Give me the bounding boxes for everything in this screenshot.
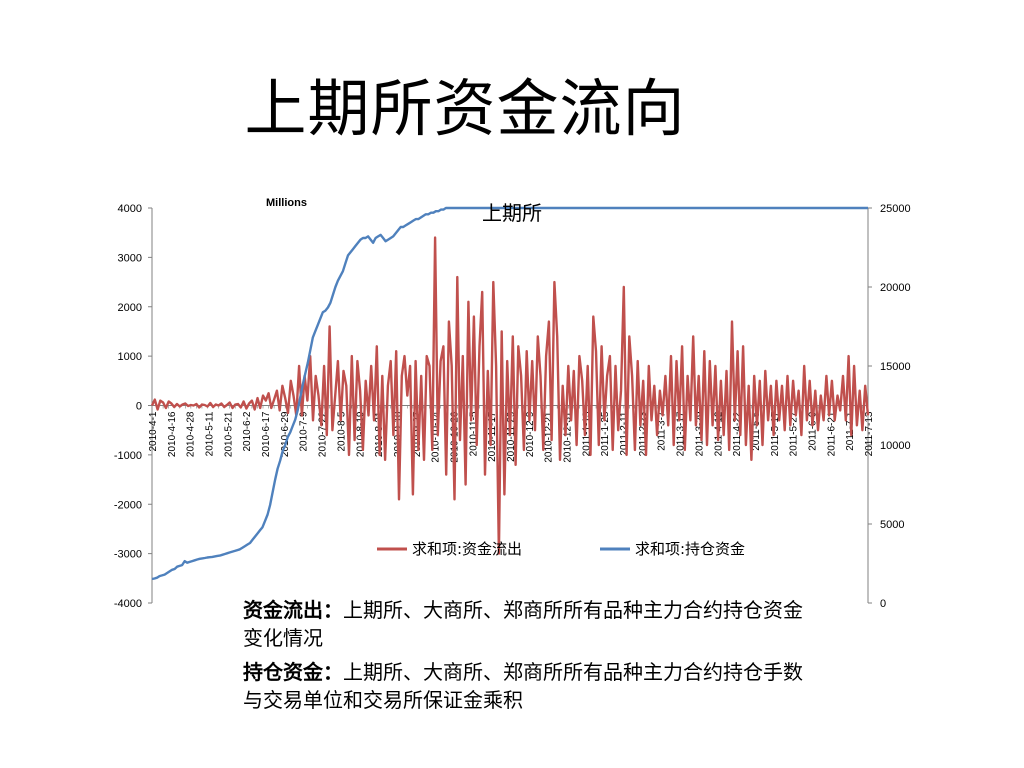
left-tick-label: 1000	[118, 351, 142, 363]
x-tick-label: 2010-4-1	[148, 411, 159, 451]
left-tick-label: 0	[136, 401, 142, 413]
left-tick-label: 2000	[118, 302, 142, 314]
series-line-position-funds	[151, 206, 868, 581]
x-tick-label: 2010-4-28	[186, 411, 197, 457]
x-tick-label: 2011-2-11	[619, 411, 630, 456]
x-tick-label: 2010-12-21	[544, 411, 555, 463]
right-tick-label: 15000	[880, 361, 911, 373]
note-label: 资金流出：	[243, 598, 343, 622]
note-label: 持仓资金：	[243, 660, 343, 684]
x-tick-label: 2010-8-5	[336, 411, 347, 451]
units-label: Millions	[266, 197, 307, 209]
x-tick-label: 2011-1-13	[581, 411, 592, 456]
x-tick-label: 2011-1-25	[600, 411, 611, 456]
x-tick-label: 2010-4-16	[167, 411, 178, 457]
left-tick-label: -2000	[114, 499, 142, 511]
legend-label: 求和项:资金流出	[412, 540, 522, 558]
left-tick-label: 4000	[118, 203, 142, 215]
x-tick-label: 2010-11-29	[506, 411, 517, 462]
slide-title: 上期所资金流向	[244, 72, 686, 145]
x-tick-label: 2011-4-22	[732, 411, 743, 456]
x-tick-label: 2011-5-17	[770, 411, 781, 456]
chart-series	[150, 206, 870, 581]
x-tick-label: 2010-11-17	[487, 411, 498, 462]
x-tick-label: 2010-6-2	[242, 411, 253, 451]
right-tick-label: 25000	[880, 203, 911, 215]
x-tick-label: 2010-5-11	[205, 411, 216, 456]
x-tick-label: 2011-7-13	[864, 411, 875, 456]
x-tick-label: 2011-3-17	[676, 411, 687, 456]
x-tick-label: 2010-7-9	[299, 411, 310, 451]
x-tick-label: 2010-11-5	[468, 411, 479, 456]
note-text: 上期所、大商所、郑商所所有品种主力合约持仓手数与交易单位和交易所保证金乘积	[243, 660, 803, 712]
left-tick-label: -4000	[114, 598, 142, 610]
note-fund-outflow: 资金流出：上期所、大商所、郑商所所有品种主力合约持仓资金变化情况	[243, 596, 803, 652]
x-tick-label: 2010-12-9	[525, 411, 536, 457]
right-tick-label: 0	[880, 598, 886, 610]
chart-title: 上期所	[482, 201, 542, 225]
right-tick-label: 5000	[880, 519, 904, 531]
series-line-fund-outflow	[150, 236, 870, 555]
x-tick-label: 2011-2-23	[638, 411, 649, 456]
legend-label: 求和项:持仓资金	[635, 540, 745, 558]
x-tick-label: 2010-5-21	[223, 411, 234, 457]
x-tick-label: 2010-6-17	[261, 411, 272, 457]
x-tick-label: 2010-10-14	[431, 411, 442, 463]
notes-block: 资金流出：上期所、大商所、郑商所所有品种主力合约持仓资金变化情况 持仓资金：上期…	[243, 596, 803, 720]
x-tick-label: 2011-5-5	[751, 411, 762, 451]
x-tick-label: 2011-6-9	[807, 411, 818, 451]
x-tick-label: 2010-8-19	[355, 411, 366, 457]
x-tick-label: 2010-6-29	[280, 411, 291, 457]
x-tick-label: 2010-7-22	[318, 411, 329, 457]
note-text: 上期所、大商所、郑商所所有品种主力合约持仓资金变化情况	[243, 598, 803, 650]
x-tick-label: 2011-3-7	[657, 411, 668, 451]
left-tick-label: -3000	[114, 549, 142, 561]
left-tick-label: -1000	[114, 450, 142, 462]
chart-legend: 求和项:资金流出 求和项:持仓资金	[377, 540, 745, 558]
right-tick-label: 10000	[880, 440, 911, 452]
x-tick-label: 2011-6-21	[826, 411, 837, 456]
x-tick-label: 2010-12-31	[563, 411, 574, 463]
x-tick-label: 2011-3-29	[694, 411, 705, 456]
x-tick-label: 2011-5-27	[789, 411, 800, 456]
note-position-funds: 持仓资金：上期所、大商所、郑商所所有品种主力合约持仓手数与交易单位和交易所保证金…	[243, 658, 803, 714]
left-tick-label: 3000	[118, 252, 142, 264]
right-tick-label: 20000	[880, 282, 911, 294]
